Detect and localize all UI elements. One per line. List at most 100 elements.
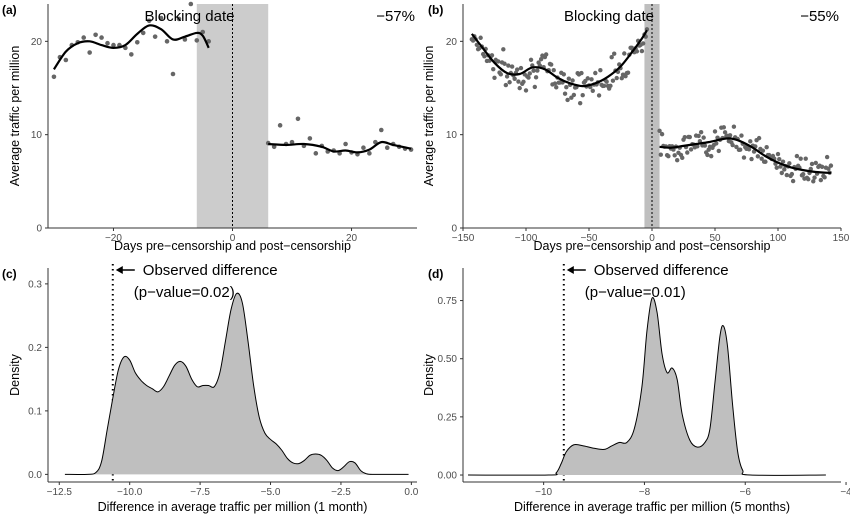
data-point: [111, 42, 116, 48]
x-tick-label: −2.5: [331, 487, 351, 498]
data-point: [712, 129, 718, 134]
data-point: [812, 175, 817, 180]
data-point: [373, 139, 378, 145]
annotation-arrow-head: [566, 266, 574, 274]
data-point: [622, 51, 627, 56]
data-point: [698, 129, 704, 135]
data-point: [535, 68, 540, 73]
data-point: [604, 79, 609, 84]
data-point: [521, 79, 526, 84]
data-point: [721, 125, 727, 130]
y-tick-label: 0.50: [438, 354, 458, 365]
data-point: [367, 151, 372, 156]
data-point: [580, 92, 585, 98]
data-point: [502, 61, 507, 66]
percent-change-label: −57%: [376, 8, 415, 25]
data-point: [158, 15, 164, 21]
smoothed-trend-line: [659, 137, 831, 175]
data-point: [763, 159, 768, 164]
data-point: [361, 145, 366, 151]
smoothed-trend-line: [53, 24, 210, 70]
x-tick-label: −6: [740, 487, 752, 498]
data-point: [819, 164, 825, 170]
p-value-annotation: (p−value=0.02): [134, 284, 235, 301]
panel-label: (d): [428, 267, 443, 281]
data-point: [63, 57, 69, 63]
y-axis-title: Density: [8, 353, 22, 395]
data-point: [152, 34, 158, 39]
data-point: [601, 83, 607, 88]
y-tick-label: 0.00: [438, 471, 458, 482]
data-point: [164, 39, 170, 44]
x-tick-label: −4: [840, 487, 850, 498]
panel-b: (b) −150 −100 −50 0 50 100 150 0 10 20 Days pre−cen…: [422, 3, 850, 253]
data-point: [564, 84, 569, 90]
data-point: [501, 47, 506, 52]
data-point: [565, 97, 570, 103]
data-point: [504, 74, 510, 79]
density-curve: [468, 297, 826, 476]
data-point: [798, 156, 803, 161]
data-point: [701, 135, 706, 140]
data-point: [313, 151, 319, 156]
data-point: [99, 35, 104, 40]
data-point: [571, 92, 577, 98]
blocking-date-label: Blocking date: [564, 8, 654, 25]
data-point: [289, 139, 295, 145]
data-point: [774, 165, 779, 170]
x-tick-label: 50: [709, 233, 721, 244]
data-point: [696, 133, 701, 139]
data-point: [784, 172, 790, 178]
x-tick-label: 150: [833, 233, 850, 244]
data-point: [577, 100, 583, 106]
data-point: [81, 35, 87, 40]
data-point: [532, 84, 538, 90]
y-tick-label: 0.25: [438, 412, 458, 423]
data-point: [614, 75, 619, 81]
x-tick-label: −10.0: [117, 487, 143, 498]
data-point: [739, 133, 744, 138]
data-point: [146, 18, 152, 24]
data-point: [760, 148, 766, 153]
data-point: [523, 88, 529, 93]
data-point: [585, 76, 590, 81]
data-point: [813, 160, 818, 166]
data-point: [87, 50, 92, 55]
x-tick-label: 100: [770, 233, 787, 244]
p-value-annotation: (p−value=0.01): [585, 284, 686, 301]
data-point: [658, 152, 664, 157]
data-point: [129, 52, 134, 57]
data-point: [506, 63, 511, 68]
data-point: [295, 116, 301, 122]
data-point: [619, 76, 624, 81]
observed-difference-annotation: Observed difference: [594, 262, 729, 279]
y-tick-label: 20: [31, 37, 43, 48]
data-point: [828, 163, 834, 168]
data-point: [716, 148, 721, 154]
data-point: [512, 76, 517, 81]
data-point: [561, 72, 566, 77]
data-point: [552, 81, 558, 86]
x-axis-title: Difference in average traffic per millio…: [98, 500, 368, 514]
y-tick-label: 0.1: [28, 406, 42, 417]
data-point: [695, 144, 700, 149]
data-point: [176, 16, 182, 22]
blocking-date-label: Blocking date: [144, 8, 234, 25]
y-tick-label: 10: [31, 130, 43, 141]
data-point: [685, 150, 690, 155]
data-point: [675, 158, 680, 163]
data-point: [194, 38, 200, 43]
data-point: [749, 156, 754, 162]
data-point: [531, 68, 536, 73]
observed-difference-annotation: Observed difference: [143, 262, 278, 279]
data-point: [482, 54, 487, 59]
data-point: [551, 68, 556, 73]
panel-d: (d) −10 −8 −6 −4 0.00 0.25 0.50 0.75 Difference i…: [422, 262, 850, 514]
data-point: [746, 147, 752, 152]
x-tick-label: −12.5: [47, 487, 73, 498]
data-point: [682, 134, 687, 140]
data-point: [518, 65, 524, 71]
data-point: [343, 141, 348, 147]
data-point: [764, 145, 769, 150]
y-tick-label: 0.0: [28, 470, 42, 481]
